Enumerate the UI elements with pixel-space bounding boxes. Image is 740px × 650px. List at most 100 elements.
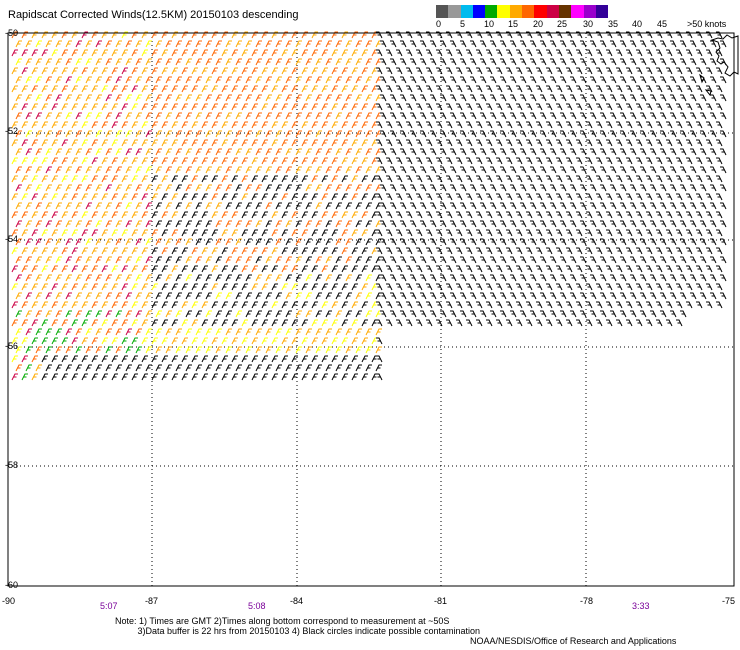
wind-barb: [536, 67, 543, 75]
wind-barb: [516, 265, 523, 273]
wind-barb: [630, 256, 637, 264]
wind-barb: [430, 148, 437, 156]
wind-barb: [281, 121, 288, 129]
wind-barb: [155, 130, 162, 138]
wind-barb: [195, 364, 202, 372]
wind-barb: [235, 40, 242, 48]
wind-barb: [636, 157, 643, 165]
wind-barb: [201, 337, 208, 345]
wind-barb: [315, 148, 322, 156]
wind-barb: [55, 166, 62, 174]
wind-barb: [516, 175, 523, 183]
wind-barb: [11, 121, 18, 129]
wind-barb: [311, 139, 318, 147]
wind-barb: [195, 148, 202, 156]
wind-barb: [105, 274, 112, 282]
wind-barb: [546, 157, 553, 165]
wind-barb: [361, 247, 368, 255]
wind-barb: [450, 112, 457, 120]
wind-barb: [255, 40, 262, 48]
wind-barb: [11, 283, 18, 291]
wind-barb: [201, 355, 208, 363]
wind-barb: [606, 49, 613, 57]
wind-barb: [335, 130, 342, 138]
wind-barb: [81, 283, 88, 291]
wind-barb: [375, 184, 382, 192]
wind-barb: [225, 58, 232, 66]
wind-barb: [706, 67, 713, 75]
wind-barb: [616, 103, 623, 111]
wind-barb: [155, 256, 162, 264]
wind-barb: [301, 319, 308, 327]
wind-barb: [341, 265, 348, 273]
wind-barb: [386, 265, 393, 273]
wind-barb: [626, 283, 633, 291]
wind-barb: [211, 283, 218, 291]
wind-barb: [95, 346, 102, 354]
wind-barb: [716, 283, 723, 291]
wind-barb: [375, 328, 382, 336]
wind-barb: [195, 328, 202, 336]
wind-barb: [201, 319, 208, 327]
wind-barb: [480, 292, 487, 300]
wind-barb: [41, 103, 48, 111]
wind-barb: [586, 49, 593, 57]
wind-barb: [486, 229, 493, 237]
wind-barb: [45, 220, 52, 228]
wind-barb: [546, 211, 553, 219]
wind-barb: [710, 274, 717, 282]
wind-barb: [215, 94, 222, 102]
wind-barb: [586, 247, 593, 255]
wind-barb: [101, 103, 108, 111]
wind-barb: [580, 256, 587, 264]
wind-barb: [690, 292, 697, 300]
wind-barb: [101, 31, 108, 39]
wind-barb: [235, 76, 242, 84]
wind-barb: [365, 292, 372, 300]
wind-barb: [131, 229, 138, 237]
wind-barb: [456, 103, 463, 111]
wind-barb: [195, 256, 202, 264]
wind-barb: [386, 103, 393, 111]
wind-barb: [596, 67, 603, 75]
wind-barb: [151, 175, 158, 183]
wind-barb: [215, 40, 222, 48]
wind-barb: [620, 76, 627, 84]
lon-label: -90: [2, 596, 16, 606]
wind-barb: [115, 130, 122, 138]
wind-barb: [305, 166, 312, 174]
wind-barb: [41, 31, 48, 39]
wind-barb: [656, 229, 663, 237]
wind-barb: [321, 355, 328, 363]
wind-barb: [345, 256, 352, 264]
wind-barb: [161, 247, 168, 255]
wind-barb: [141, 337, 148, 345]
wind-barb: [380, 274, 387, 282]
wind-barb: [201, 67, 208, 75]
wind-barb: [81, 265, 88, 273]
wind-barb: [225, 202, 232, 210]
wind-barb: [600, 292, 607, 300]
wind-barb: [540, 256, 547, 264]
wind-barb: [331, 85, 338, 93]
wind-barb: [626, 31, 633, 39]
wind-barb: [560, 238, 567, 246]
wind-barb: [145, 130, 152, 138]
wind-barb: [480, 58, 487, 66]
wind-barb: [590, 148, 597, 156]
wind-barb: [361, 373, 368, 381]
wind-barb: [155, 274, 162, 282]
wind-barb: [115, 256, 122, 264]
wind-barb: [630, 184, 637, 192]
wind-barb: [85, 364, 92, 372]
wind-barb: [21, 301, 28, 309]
wind-barb: [191, 301, 198, 309]
wind-barb: [65, 130, 72, 138]
wind-barb: [45, 76, 52, 84]
wind-barb: [335, 310, 342, 318]
wind-barb: [510, 166, 517, 174]
wind-barb: [410, 112, 417, 120]
wind-barb: [295, 274, 302, 282]
wind-barb: [311, 355, 318, 363]
wind-barb: [165, 364, 172, 372]
